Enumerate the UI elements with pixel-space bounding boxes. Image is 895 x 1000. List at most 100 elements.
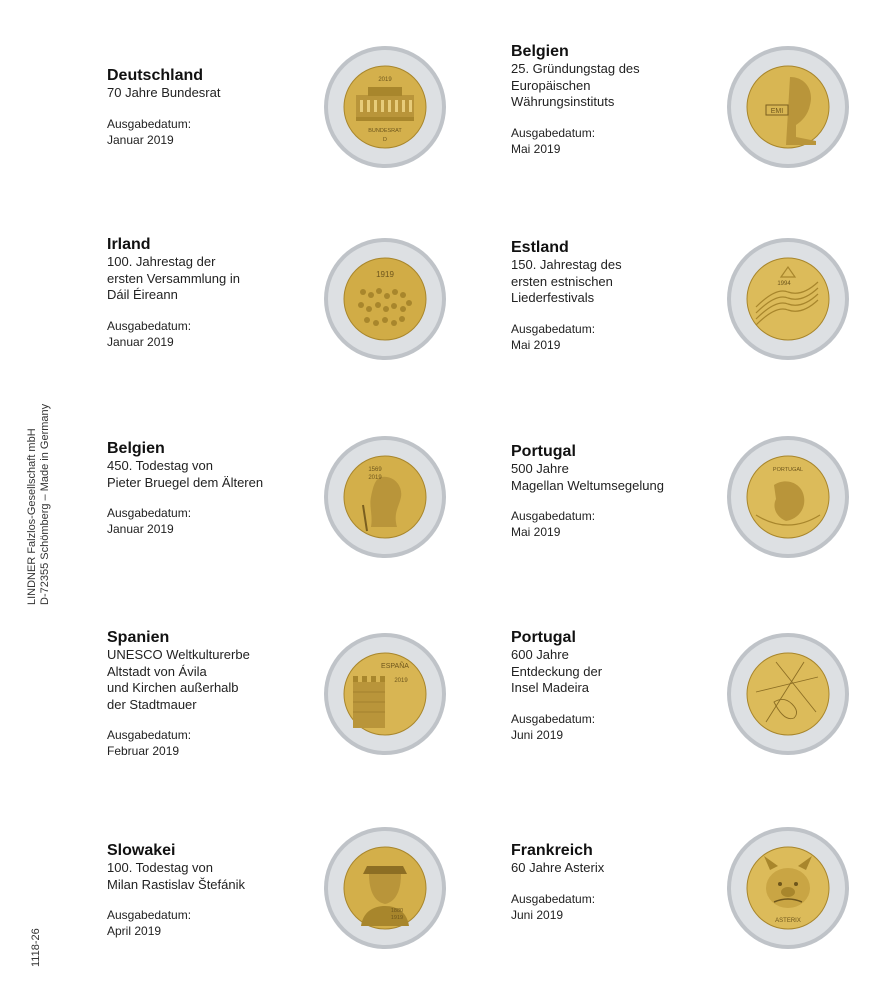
description-line: und Kirchen außerhalb — [107, 680, 239, 695]
coin-image: 1919 — [323, 237, 447, 361]
coin-inscription: PORTUGAL — [773, 467, 803, 473]
song-festival-icon: 1994 — [727, 238, 849, 360]
issue-date: Juni 2019 — [511, 727, 564, 742]
description-line: Pieter Bruegel dem Älteren — [107, 474, 264, 490]
issue-date: Januar 2019 — [107, 132, 174, 147]
description-line: 500 Jahre — [511, 461, 569, 476]
coin-year: 1569 — [368, 467, 382, 473]
coin-mintmark: D — [383, 137, 387, 143]
coin-image: PORTUGAL — [726, 435, 850, 559]
issue-date: Januar 2019 — [107, 522, 174, 536]
issue-date: Februar 2019 — [107, 744, 180, 758]
coin-entry: Estland 150. Jahrestag des ersten estnis… — [511, 239, 721, 353]
description-line: Dáil Éireann — [107, 287, 178, 302]
country-name: Belgien — [107, 440, 165, 457]
coin-entry: Slowakei 100. Todestag von Milan Rastisl… — [107, 842, 317, 939]
description-line: 150. Jahrestag des — [511, 257, 622, 272]
date-label: Ausgabedatum: — [511, 125, 596, 140]
date-label: Ausgabedatum: — [107, 116, 192, 131]
coin-entry: Portugal 500 Jahre Magellan Weltumsegelu… — [511, 443, 721, 540]
coin-entry: Portugal 600 Jahre Entdeckung der Insel … — [511, 629, 721, 743]
date-label: Ausgabedatum: — [107, 908, 192, 922]
coin-image: EMI — [726, 45, 850, 169]
description-line: 60 Jahre Asterix — [511, 860, 605, 875]
city-wall-icon: ESPAÑA 2019 — [324, 633, 446, 755]
date-label: Ausgabedatum: — [107, 728, 192, 742]
description-line: ersten estnischen — [511, 273, 613, 289]
magellan-portrait-icon: PORTUGAL — [727, 436, 849, 558]
publisher-line-1: LINDNER Falzlos-Gesellschaft mbH — [26, 428, 38, 605]
description-line: 70 Jahre Bundesrat — [107, 85, 221, 100]
country-name: Portugal — [511, 629, 576, 646]
country-name: Belgien — [511, 43, 569, 60]
description-line: Milan Rastislav Štefánik — [107, 876, 245, 892]
date-label: Ausgabedatum: — [511, 321, 596, 336]
coin-entry: Belgien 25. Gründungstag des Europäische… — [511, 43, 721, 157]
date-label: Ausgabedatum: — [511, 891, 596, 906]
description-line: 450. Todestag von — [107, 458, 214, 473]
coin-image: ASTERIX — [726, 826, 850, 950]
country-name: Deutschland — [107, 67, 204, 84]
asterix-icon: ASTERIX — [727, 827, 849, 949]
description-line: Magellan Weltumsegelung — [511, 477, 664, 493]
description-line: 25. Gründungstag des — [511, 61, 640, 76]
description-line: Liederfestivals — [511, 290, 595, 305]
description-line: der Stadtmauer — [107, 696, 197, 712]
issue-date: April 2019 — [107, 924, 162, 938]
portrait-icon: EMI — [727, 46, 849, 168]
issue-date: Mai 2019 — [511, 141, 561, 156]
coin-entry: Belgien 450. Todestag von Pieter Bruegel… — [107, 440, 317, 537]
coin-year: 2019 — [378, 77, 392, 83]
coin-inscription: EMI — [771, 108, 784, 115]
description-line: ersten Versammlung in — [107, 270, 240, 286]
coin-inscription: ASTERIX — [775, 918, 801, 924]
description-line: 100. Todestag von — [107, 860, 214, 875]
coin-year: 1880 — [391, 908, 403, 914]
issue-date: Januar 2019 — [107, 334, 174, 349]
coin-image: 1569 2019 — [323, 435, 447, 559]
coin-image: 1994 — [726, 237, 850, 361]
coin-year: 1919 — [391, 915, 403, 921]
coin-image: 2019 BUNDESRAT D — [323, 45, 447, 169]
issue-date: Juni 2019 — [511, 907, 564, 922]
description-line: Entdeckung der — [511, 663, 603, 679]
country-name: Frankreich — [511, 842, 593, 859]
coin-image: ESPAÑA 2019 — [323, 632, 447, 756]
coin-entry: Deutschland 70 Jahre Bundesrat Ausgabeda… — [107, 67, 317, 148]
description-line: Währungsinstituts — [511, 94, 615, 109]
coin-entry: Frankreich 60 Jahre Asterix Ausgabedatum… — [511, 842, 721, 923]
date-label: Ausgabedatum: — [511, 509, 596, 523]
coin-inscription: ESPAÑA — [381, 661, 409, 670]
map-lines-icon — [727, 633, 849, 755]
description-line: 100. Jahrestag der — [107, 254, 216, 269]
publisher-line-2: D-72355 Schömberg – Made in Germany — [39, 403, 51, 605]
country-name: Estland — [511, 239, 569, 256]
issue-date: Mai 2019 — [511, 337, 561, 352]
coin-inscription: BUNDESRAT — [368, 128, 402, 134]
coin-year: 2019 — [368, 475, 382, 481]
coin-entry: Spanien UNESCO Weltkulturerbe Altstadt v… — [107, 629, 317, 759]
country-name: Slowakei — [107, 842, 176, 859]
bruegel-painter-icon: 1569 2019 — [324, 436, 446, 558]
country-name: Irland — [107, 236, 151, 253]
stefanik-portrait-icon: 1880 1919 — [324, 827, 446, 949]
page-code: 1118-26 — [30, 928, 42, 967]
coin-image — [726, 632, 850, 756]
bundesrat-building-icon: 2019 BUNDESRAT D — [324, 46, 446, 168]
description-line: Europäischen — [511, 77, 591, 93]
description-line: UNESCO Weltkulturerbe — [107, 647, 250, 662]
description-line: Altstadt von Ávila — [107, 663, 207, 679]
publisher-vertical-text: LINDNER Falzlos-Gesellschaft mbH D-72355… — [26, 404, 52, 605]
description-line: Insel Madeira — [511, 680, 590, 695]
issue-date: Mai 2019 — [511, 525, 561, 539]
coin-image: 1880 1919 — [323, 826, 447, 950]
coin-entry: Irland 100. Jahrestag der ersten Versamm… — [107, 236, 317, 350]
date-label: Ausgabedatum: — [107, 506, 192, 520]
country-name: Portugal — [511, 443, 576, 460]
date-label: Ausgabedatum: — [107, 318, 192, 333]
coin-year: 1994 — [777, 281, 791, 287]
country-name: Spanien — [107, 629, 170, 646]
coin-year: 1919 — [376, 270, 394, 279]
description-line: 600 Jahre — [511, 647, 569, 662]
assembly-crowd-icon: 1919 — [324, 238, 446, 360]
